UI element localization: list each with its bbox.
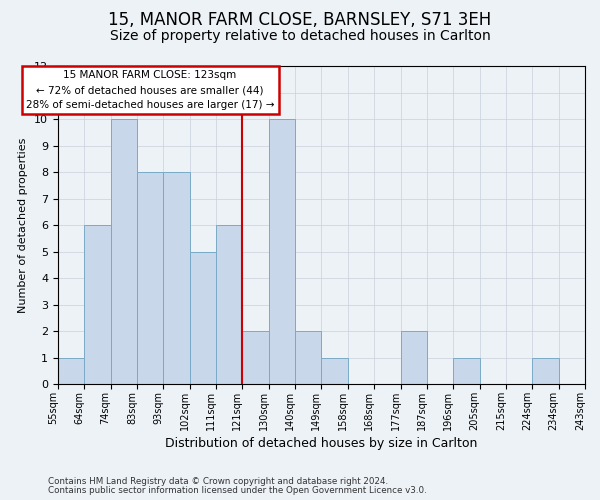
Bar: [58, 358, 84, 384]
Bar: [322, 358, 348, 384]
Bar: [269, 120, 295, 384]
Text: Size of property relative to detached houses in Carlton: Size of property relative to detached ho…: [110, 29, 490, 43]
Bar: [163, 172, 190, 384]
Bar: [137, 172, 163, 384]
Bar: [190, 252, 216, 384]
Bar: [401, 332, 427, 384]
Text: Contains HM Land Registry data © Crown copyright and database right 2024.: Contains HM Land Registry data © Crown c…: [48, 478, 388, 486]
Bar: [532, 358, 559, 384]
Text: Contains public sector information licensed under the Open Government Licence v3: Contains public sector information licen…: [48, 486, 427, 495]
Text: 15, MANOR FARM CLOSE, BARNSLEY, S71 3EH: 15, MANOR FARM CLOSE, BARNSLEY, S71 3EH: [109, 11, 491, 29]
Text: 15 MANOR FARM CLOSE: 123sqm
← 72% of detached houses are smaller (44)
28% of sem: 15 MANOR FARM CLOSE: 123sqm ← 72% of det…: [26, 70, 274, 110]
Bar: [295, 332, 322, 384]
Bar: [110, 120, 137, 384]
X-axis label: Distribution of detached houses by size in Carlton: Distribution of detached houses by size …: [165, 437, 478, 450]
Bar: [216, 226, 242, 384]
Bar: [84, 226, 110, 384]
Y-axis label: Number of detached properties: Number of detached properties: [19, 138, 28, 313]
Bar: [453, 358, 479, 384]
Bar: [242, 332, 269, 384]
